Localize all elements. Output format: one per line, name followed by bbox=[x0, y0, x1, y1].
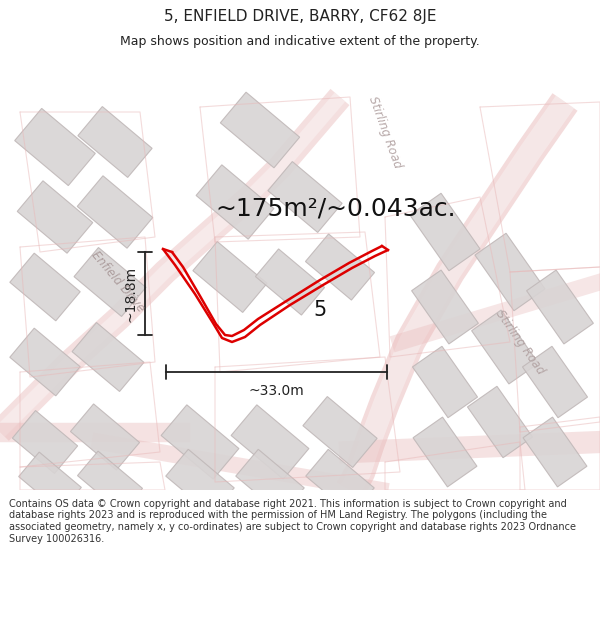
Polygon shape bbox=[17, 181, 93, 253]
Text: Stirling Road: Stirling Road bbox=[366, 94, 404, 170]
Polygon shape bbox=[523, 417, 587, 487]
Polygon shape bbox=[412, 346, 478, 418]
Polygon shape bbox=[193, 241, 267, 312]
Polygon shape bbox=[14, 108, 95, 186]
Text: ~175m²/~0.043ac.: ~175m²/~0.043ac. bbox=[215, 197, 455, 221]
Polygon shape bbox=[77, 176, 153, 248]
Text: ~18.8m: ~18.8m bbox=[123, 266, 137, 321]
Text: 5: 5 bbox=[313, 300, 326, 320]
Polygon shape bbox=[256, 249, 325, 315]
Polygon shape bbox=[527, 270, 593, 344]
Polygon shape bbox=[413, 417, 477, 487]
Polygon shape bbox=[306, 449, 374, 515]
Polygon shape bbox=[410, 193, 480, 271]
Text: Enfield Drive: Enfield Drive bbox=[89, 249, 147, 315]
Text: 5, ENFIELD DRIVE, BARRY, CF62 8JE: 5, ENFIELD DRIVE, BARRY, CF62 8JE bbox=[164, 9, 436, 24]
Polygon shape bbox=[74, 248, 146, 316]
Text: Stirling Road: Stirling Road bbox=[493, 308, 547, 377]
Polygon shape bbox=[475, 233, 545, 311]
Polygon shape bbox=[220, 92, 299, 168]
Polygon shape bbox=[236, 449, 304, 515]
Polygon shape bbox=[231, 405, 309, 479]
Polygon shape bbox=[523, 346, 587, 418]
Polygon shape bbox=[70, 404, 140, 470]
Polygon shape bbox=[10, 253, 80, 321]
Polygon shape bbox=[72, 322, 144, 391]
Polygon shape bbox=[78, 106, 152, 178]
Polygon shape bbox=[161, 405, 239, 479]
Text: ~33.0m: ~33.0m bbox=[248, 384, 304, 398]
Text: Map shows position and indicative extent of the property.: Map shows position and indicative extent… bbox=[120, 36, 480, 48]
Polygon shape bbox=[303, 396, 377, 468]
Polygon shape bbox=[305, 234, 374, 300]
Polygon shape bbox=[166, 449, 234, 515]
Text: Contains OS data © Crown copyright and database right 2021. This information is : Contains OS data © Crown copyright and d… bbox=[9, 499, 576, 544]
Polygon shape bbox=[19, 452, 82, 512]
Polygon shape bbox=[472, 310, 538, 384]
Polygon shape bbox=[77, 451, 142, 513]
Polygon shape bbox=[268, 161, 342, 232]
Polygon shape bbox=[196, 165, 274, 239]
Polygon shape bbox=[10, 328, 80, 396]
Polygon shape bbox=[412, 270, 478, 344]
Polygon shape bbox=[13, 411, 77, 474]
Polygon shape bbox=[467, 386, 533, 458]
